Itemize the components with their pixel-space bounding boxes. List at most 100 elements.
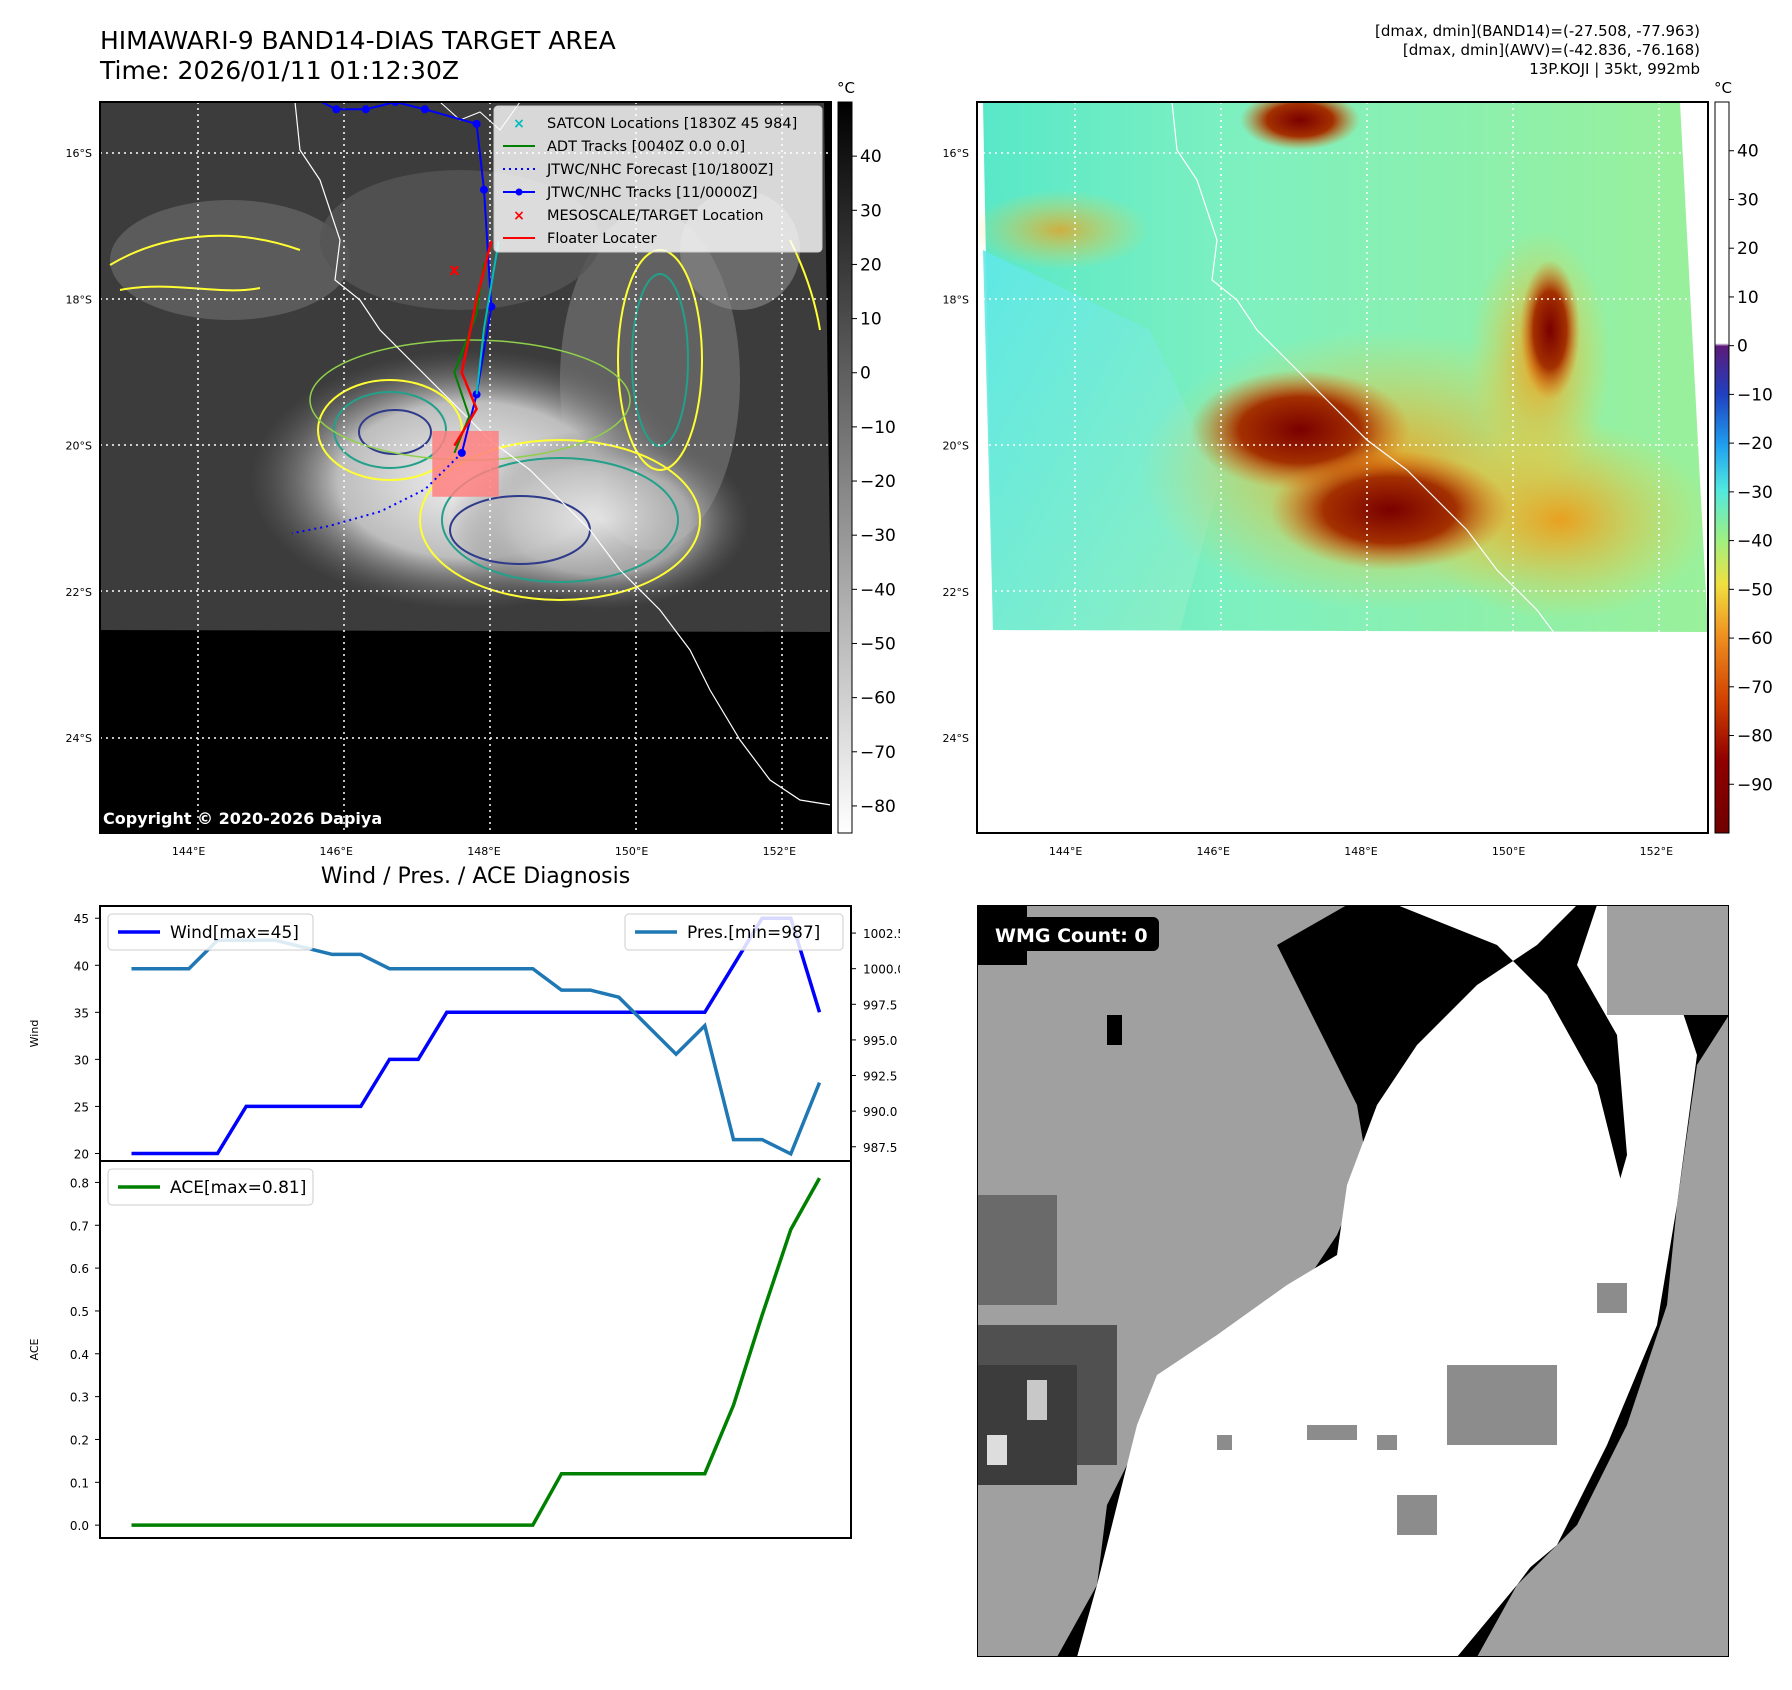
y2-tick-label: 990.0 xyxy=(863,1105,897,1119)
lat-tick-label: 18°S xyxy=(943,293,969,306)
colorbar-tick-label: −70 xyxy=(1737,678,1773,698)
stats-line-1: [dmax, dmin](BAND14)=(-27.508, -77.963) xyxy=(1375,22,1700,40)
y-tick-label: 0.6 xyxy=(70,1262,89,1276)
lon-tick-label: 148°E xyxy=(1344,845,1377,858)
series-line xyxy=(131,938,822,1157)
jtwc-track-point xyxy=(487,302,496,311)
jtwc-track-point xyxy=(361,105,370,114)
colorbar-tick-label: −60 xyxy=(860,689,896,709)
colorbar-tick-label: 0 xyxy=(860,364,871,384)
floater-track xyxy=(453,240,493,447)
colorbar-tick-label: 20 xyxy=(860,255,882,275)
y2-tick-label: 987.5 xyxy=(863,1141,897,1155)
colorbar-tick-label: −60 xyxy=(1737,629,1773,649)
map-axis-labels: 16°S 18°S 20°S 22°S 24°S 144°E 146°E 148°E 150°E… xyxy=(66,147,1674,858)
series-legend-label: Pres.[min=987] xyxy=(687,923,820,943)
y-tick-label: 0.2 xyxy=(70,1433,89,1447)
right-colorbar xyxy=(1714,101,1730,834)
right-colorbar-unit: °C xyxy=(1714,79,1732,97)
lon-tick-label: 152°E xyxy=(1640,845,1673,858)
lat-tick-label: 18°S xyxy=(66,293,92,306)
legend-entry: Floater Locater xyxy=(503,231,656,247)
colorbar-tick-label: −50 xyxy=(860,634,896,654)
colorbar-tick-label: −30 xyxy=(1737,483,1773,503)
legend-entry: × SATCON Locations [1830Z 45 984] xyxy=(513,116,797,132)
legend-entry: × MESOSCALE/TARGET Location xyxy=(513,208,763,224)
lat-tick-label: 16°S xyxy=(943,147,969,160)
stats-block: [dmax, dmin](BAND14)=(-27.508, -77.963) … xyxy=(1375,22,1700,79)
colorbar-tick-label: −40 xyxy=(1737,532,1773,552)
main-title: HIMAWARI-9 BAND14-DIAS TARGET AREA Time:… xyxy=(100,26,616,86)
y2-tick-label: 1000.0 xyxy=(863,963,900,977)
y2-tick-label: 997.5 xyxy=(863,998,897,1012)
legend-marker-x: × xyxy=(513,208,525,224)
colorbar-tick-label: −10 xyxy=(1737,385,1773,405)
lat-tick-label: 20°S xyxy=(943,440,969,453)
lon-tick-label: 146°E xyxy=(320,845,353,858)
colorbar-tick-label: 30 xyxy=(860,201,882,221)
y-tick-label: 0.4 xyxy=(70,1348,89,1362)
stats-line-2: [dmax, dmin](AWV)=(-42.836, -76.168) xyxy=(1402,41,1700,59)
title-line-2: Time: 2026/01/11 01:12:30Z xyxy=(100,56,459,85)
lat-tick-label: 22°S xyxy=(943,586,969,599)
wmg-panel: WMG Count: 0 xyxy=(977,905,1729,1657)
jtwc-track-point xyxy=(457,448,466,457)
lon-tick-label: 152°E xyxy=(763,845,796,858)
jtwc-track-point xyxy=(332,105,341,114)
colorbar-tick-label: −20 xyxy=(860,472,896,492)
colorbar-tick-label: 0 xyxy=(1737,337,1748,357)
lat-tick-label: 22°S xyxy=(66,586,92,599)
left-colorbar xyxy=(837,101,853,834)
colorbar-tick-label: −30 xyxy=(860,526,896,546)
legend-marker-x: × xyxy=(513,116,525,132)
jtwc-track-point xyxy=(303,91,311,99)
y-axis-label: Wind xyxy=(28,1020,41,1048)
lat-tick-label: 24°S xyxy=(943,732,969,745)
legend-label: JTWC/NHC Forecast [10/1800Z] xyxy=(546,162,773,178)
series-legend-box xyxy=(107,913,314,951)
y2-tick-label: 992.5 xyxy=(863,1070,897,1084)
y-tick-label: 40 xyxy=(74,959,89,973)
wmg-count-box xyxy=(983,917,1159,951)
colorbar-tick-label: −90 xyxy=(1737,775,1773,795)
legend-label: SATCON Locations [1830Z 45 984] xyxy=(547,116,797,132)
y-tick-label: 0.0 xyxy=(70,1519,89,1533)
colorbar-tick-label: −20 xyxy=(1737,434,1773,454)
jtwc-track-point xyxy=(472,390,481,399)
satcon-track xyxy=(475,240,500,395)
series-legend-label: Wind[max=45] xyxy=(170,923,299,943)
legend-label: MESOSCALE/TARGET Location xyxy=(547,208,764,224)
series-line xyxy=(131,1177,822,1527)
diagnosis-chart: 45 40 35 30 25 20 Wind 1002.5 1000.0 997.5 995.0 99… xyxy=(28,905,900,1539)
lon-tick-label: 146°E xyxy=(1197,845,1230,858)
y2-tick-label: 1002.5 xyxy=(863,927,900,941)
color-map-gridlines xyxy=(977,102,1708,833)
legend-label: JTWC/NHC Tracks [11/0000Z] xyxy=(546,185,758,201)
lon-tick-label: 150°E xyxy=(615,845,648,858)
jtwc-track xyxy=(319,102,493,454)
lon-tick-label: 148°E xyxy=(467,845,500,858)
color-map-image xyxy=(977,102,1708,833)
series-legend-box xyxy=(107,1168,314,1206)
y-tick-label: 0.8 xyxy=(70,1176,89,1190)
y-axis-label: ACE xyxy=(28,1338,41,1360)
legend-label: ADT Tracks [0040Z 0.0 0.0] xyxy=(547,139,745,155)
target-location-marker: x xyxy=(449,260,460,279)
y-tick-label: 0.1 xyxy=(70,1476,89,1490)
y-tick-label: 0.7 xyxy=(70,1219,89,1233)
legend-entry: JTWC/NHC Tracks [11/0000Z] xyxy=(503,185,758,201)
series-line xyxy=(131,916,822,1156)
map-legend: × SATCON Locations [1830Z 45 984] ADT Trac… xyxy=(493,105,823,253)
title-line-1: HIMAWARI-9 BAND14-DIAS TARGET AREA xyxy=(100,26,616,55)
colorbar-tick-label: −80 xyxy=(1737,727,1773,747)
y-tick-label: 45 xyxy=(74,912,89,926)
ir-map-svg: x Copyright © 2020-2026 Dapiya × SATCON L… xyxy=(66,79,1773,858)
legend-dot xyxy=(515,188,523,196)
colorbar-tick-label: 10 xyxy=(1737,288,1759,308)
colorbar-tick-label: 40 xyxy=(1737,142,1759,162)
lat-tick-label: 24°S xyxy=(66,732,92,745)
jtwc-track-point xyxy=(420,105,429,114)
colorbar-tick-label: 40 xyxy=(860,147,882,167)
colorbar-tick-label: 30 xyxy=(1737,190,1759,210)
right-colorbar-ticks: 40 30 20 10 0 −10 −20 −30 −40 −50 −60 −70 −80 −90 xyxy=(1729,142,1773,795)
